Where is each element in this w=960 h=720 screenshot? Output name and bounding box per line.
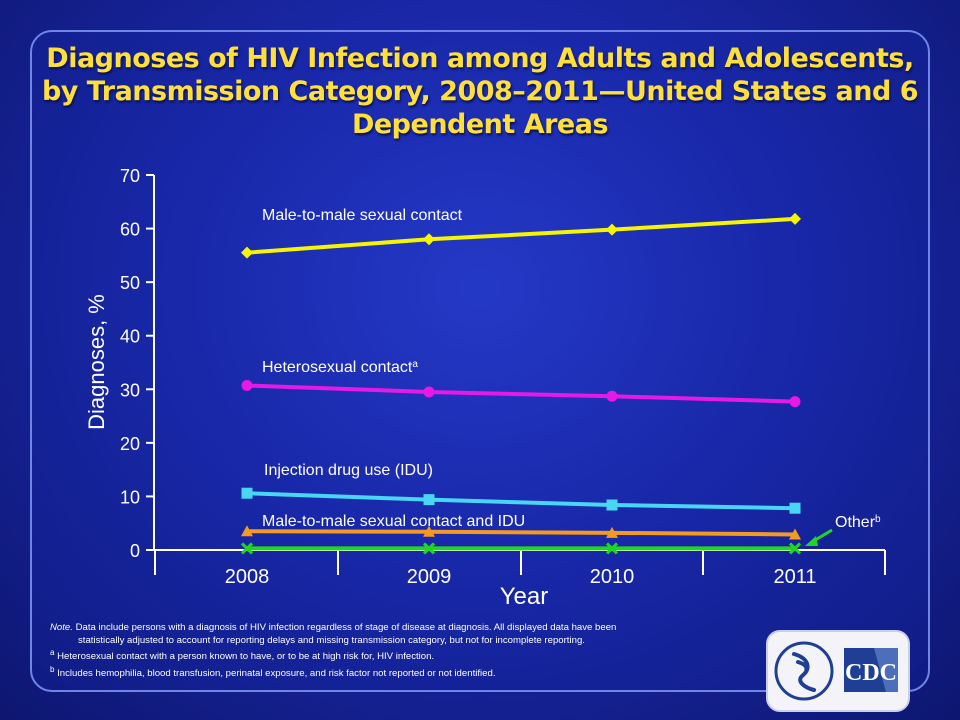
marker-stroke [605,542,619,555]
data-point-male-to-male-sexual-contact [241,246,253,259]
footnote-a: Heterosexual contact with a person known… [54,651,435,663]
hhs-seal-and-cdc-logo-icon: CDC [774,641,898,701]
data-point-male-to-male-sexual-contact-and-idu [606,526,618,538]
chart-title: Diagnoses of HIV Infection among Adults … [41,43,919,140]
y-tick-label: 10 [120,487,140,507]
data-point-male-to-male-sexual-contact-and-idu [241,525,253,537]
footnote-b: Includes hemophilia, blood transfusion, … [54,668,496,680]
data-point-male-to-male-sexual-contact-and-idu [789,528,801,540]
series-line-male-to-male-sexual-contact [246,216,796,255]
data-point-heterosexual-contact [241,380,253,392]
y-axis-label: Diagnoses, % [84,294,109,430]
slide-panel [30,30,930,692]
marker-stroke [240,542,254,555]
series-line-heterosexual-contact [246,383,796,404]
y-tick-label: 60 [120,220,140,240]
data-point-other [240,542,254,555]
note-text-continued: statistically adjusted to account for re… [78,634,585,646]
series-label-male-to-male-sexual-contact-and-idu: Male-to-male sexual contact and IDU [262,513,525,530]
data-point-male-to-male-sexual-contact [423,233,435,246]
data-point-other [605,542,619,555]
data-point-other [422,542,436,555]
note-text: Data include persons with a diagnosis of… [72,622,617,633]
data-point-male-to-male-sexual-contact [789,212,801,225]
data-point-heterosexual-contact [423,386,435,398]
x-tick-label: 2011 [773,566,816,588]
data-point-injection-drug-use-idu [423,494,435,506]
data-point-injection-drug-use-idu [789,502,801,514]
series-label-male-to-male-sexual-contact: Male-to-male sexual contact [262,207,463,224]
series-label-heterosexual-contact: Heterosexual contacta [262,359,418,377]
cdc-logo-text: CDC [845,660,897,686]
data-point-injection-drug-use-idu [241,487,253,499]
series-line-injection-drug-use-idu [246,491,796,511]
data-point-heterosexual-contact [789,396,801,408]
series-line-male-to-male-sexual-contact-and-idu [246,529,796,537]
chart-notes: Note. Data include persons with a diagno… [50,622,750,681]
footnote-a-mark: a [50,648,55,658]
y-tick-label: 0 [130,541,140,561]
footnote-b-mark: b [50,664,55,674]
data-point-other [788,542,802,555]
data-point-male-to-male-sexual-contact-and-idu [423,525,435,537]
data-point-male-to-male-sexual-contact [606,223,618,236]
marker-stroke [788,542,802,555]
cdc-logo: CDC [766,630,910,712]
note-label: Note. [50,622,73,633]
marker-stroke [422,542,436,555]
other-arrow-head [805,536,818,546]
x-tick-label: 2010 [590,566,635,588]
series-label-injection-drug-use-idu: Injection drug use (IDU) [264,462,433,479]
data-point-injection-drug-use-idu [606,499,618,511]
x-axis-label: Year [500,583,549,610]
data-point-heterosexual-contact [606,390,618,402]
x-tick-label: 2009 [407,566,452,588]
y-tick-label: 50 [120,273,140,293]
footnote-marker: b [875,514,881,525]
y-tick-label: 20 [120,434,140,454]
x-tick-label: 2008 [225,566,270,588]
y-tick-label: 70 [120,166,140,186]
footnote-marker: a [412,359,418,370]
series-label-other: Otherb [835,514,881,532]
y-tick-label: 30 [120,380,140,400]
y-tick-label: 40 [120,327,140,347]
